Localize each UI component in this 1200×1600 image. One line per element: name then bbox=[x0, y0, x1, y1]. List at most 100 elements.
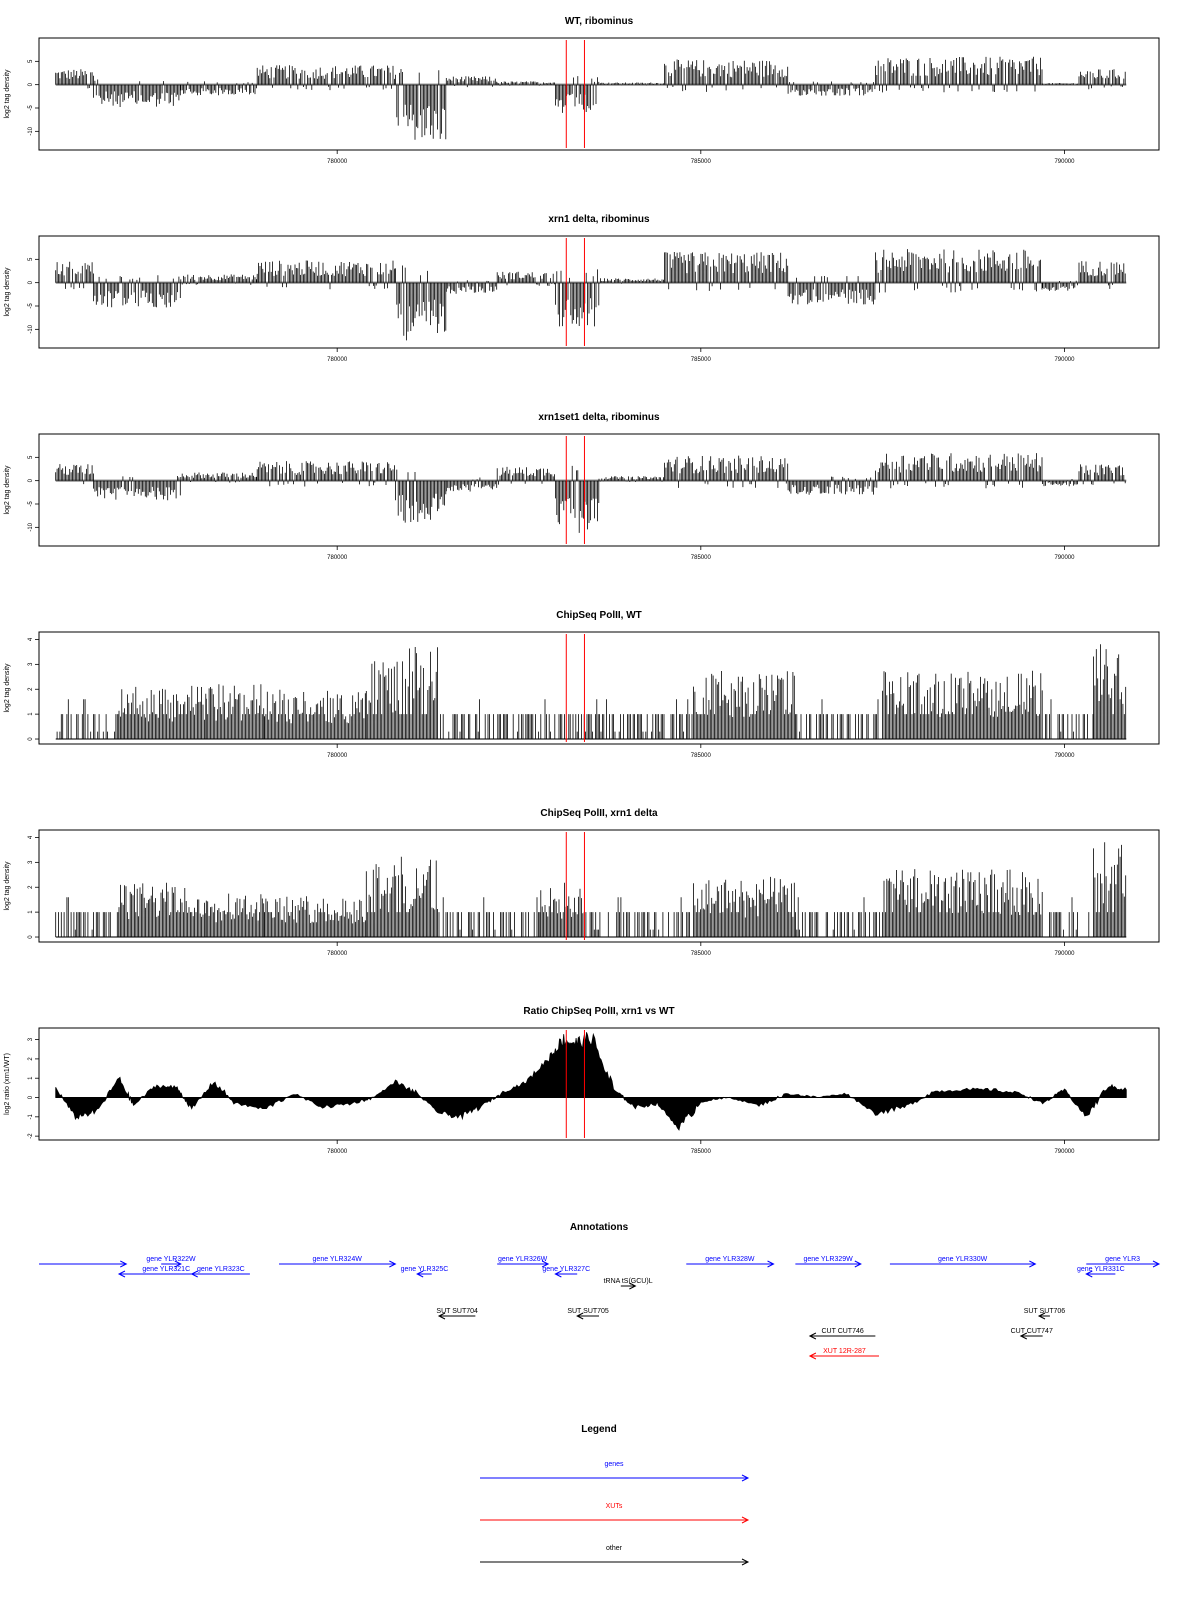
arrowhead bbox=[1019, 1332, 1028, 1340]
arrowhead bbox=[741, 1516, 750, 1524]
x-axis: 780000 785000 790000 bbox=[327, 150, 1075, 165]
annotation-feature: CUT CUT747 bbox=[1011, 1328, 1053, 1340]
x-tick-label: 785000 bbox=[691, 357, 712, 363]
arrowhead bbox=[554, 1270, 562, 1278]
y-axis-label: log2 tag density bbox=[4, 69, 11, 119]
legend-label: genes bbox=[604, 1461, 624, 1468]
y-tick-label: -2 bbox=[28, 1133, 34, 1139]
y-tick-label: -1 bbox=[28, 1114, 34, 1120]
arrowhead bbox=[741, 1474, 750, 1482]
x-tick-label: 780000 bbox=[327, 951, 348, 957]
annotation-feature: gene YLR328W bbox=[686, 1256, 775, 1268]
arrowhead bbox=[416, 1270, 424, 1278]
annotation-feature: gene YLR330W bbox=[889, 1256, 1037, 1268]
signal bbox=[55, 842, 1127, 937]
y-tick-label: 2 bbox=[28, 885, 34, 889]
plot-frame bbox=[38, 37, 1160, 151]
legend-title: Legend bbox=[581, 1424, 617, 1435]
feature-label: CUT CUT747 bbox=[1011, 1328, 1053, 1335]
y-tick-label: 4 bbox=[28, 637, 34, 641]
panel-title: xrn1 delta, ribominus bbox=[548, 214, 650, 225]
x-axis: 780000 785000 790000 bbox=[327, 348, 1075, 363]
annotation-feature: gene YLR324W bbox=[279, 1256, 397, 1268]
x-tick-label: 780000 bbox=[327, 357, 348, 363]
signal-bars bbox=[55, 56, 1126, 140]
x-tick-label: 780000 bbox=[327, 1149, 348, 1155]
y-tick-label: 0 bbox=[28, 1095, 34, 1099]
panel-title: ChipSeq PolII, xrn1 delta bbox=[540, 808, 658, 819]
signal bbox=[55, 453, 1126, 533]
panel-title: Ratio ChipSeq PolII, xrn1 vs WT bbox=[523, 1006, 674, 1017]
feature-label: gene YLR3 bbox=[1105, 1256, 1140, 1263]
y-axis: 0 1 2 3 4 bbox=[28, 637, 39, 741]
x-tick-label: 780000 bbox=[327, 555, 348, 561]
panel-2: xrn1 delta, ribominus -10 -5 0 5 log2 tag den… bbox=[4, 214, 1160, 363]
y-tick-label: -10 bbox=[28, 324, 34, 333]
x-tick-label: 790000 bbox=[1054, 753, 1075, 759]
feature-label: CUT CUT746 bbox=[821, 1328, 863, 1335]
x-tick-label: 790000 bbox=[1054, 951, 1075, 957]
x-tick-label: 785000 bbox=[691, 555, 712, 561]
signal-bars bbox=[55, 842, 1127, 937]
x-tick-label: 785000 bbox=[691, 951, 712, 957]
legend-item: genes bbox=[480, 1461, 750, 1482]
panel-title: xrn1set1 delta, ribominus bbox=[538, 412, 660, 423]
signal bbox=[55, 56, 1126, 140]
annotation-feature: gene YLR326W bbox=[497, 1256, 550, 1268]
feature-label: gene YLR331C bbox=[1077, 1266, 1125, 1273]
x-tick-label: 785000 bbox=[691, 753, 712, 759]
x-tick-label: 790000 bbox=[1054, 555, 1075, 561]
panel-6: Ratio ChipSeq PolII, xrn1 vs WT -2 -1 0 1 2 3 l… bbox=[4, 1006, 1160, 1155]
arrowhead bbox=[437, 1312, 446, 1320]
x-tick-label: 780000 bbox=[327, 159, 348, 165]
plot-frame bbox=[38, 433, 1160, 547]
legend-item: XUTs bbox=[480, 1503, 750, 1524]
annotations-title: Annotations bbox=[570, 1222, 629, 1233]
arrowhead bbox=[174, 1260, 182, 1268]
arrowhead bbox=[541, 1260, 550, 1268]
y-tick-label: 0 bbox=[28, 737, 34, 741]
y-axis: 0 1 2 3 4 bbox=[28, 835, 39, 939]
legend-item: other bbox=[480, 1545, 750, 1566]
panel-3: xrn1set1 delta, ribominus -10 -5 0 5 log2 tag… bbox=[4, 412, 1160, 561]
y-axis: -10 -5 0 5 bbox=[28, 257, 39, 334]
y-axis: -10 -5 0 5 bbox=[28, 455, 39, 532]
signal-bars bbox=[55, 453, 1126, 533]
arrowhead bbox=[741, 1558, 750, 1566]
arrowhead bbox=[190, 1270, 198, 1278]
annotations-panel: Annotations gene YLR322W gene YLR321C gene … bbox=[39, 1222, 1161, 1360]
y-tick-label: 1 bbox=[28, 712, 34, 716]
feature-label: gene YLR330W bbox=[938, 1256, 988, 1263]
y-tick-label: -10 bbox=[28, 522, 34, 531]
x-axis: 780000 785000 790000 bbox=[327, 546, 1075, 561]
annotation-feature: tRNA tS(GCU)L bbox=[604, 1278, 653, 1290]
annotation-feature bbox=[39, 1260, 128, 1268]
signal-bars bbox=[56, 644, 1127, 739]
arrowhead bbox=[808, 1352, 817, 1360]
panel-1: WT, ribominus -10 -5 0 5 log2 tag density 7800… bbox=[4, 16, 1160, 165]
y-axis: -2 -1 0 1 2 3 bbox=[28, 1037, 39, 1139]
x-axis: 780000 785000 790000 bbox=[327, 942, 1075, 957]
annotation-feature: gene YLR325C bbox=[401, 1266, 448, 1278]
legend: Legend genes XUTs other bbox=[480, 1424, 750, 1566]
signal bbox=[56, 644, 1127, 739]
y-axis-label: log2 ratio (xrn1/WT) bbox=[4, 1053, 11, 1115]
feature-label: gene YLR329W bbox=[803, 1256, 853, 1263]
annotation-feature: gene YLR322W bbox=[146, 1256, 196, 1268]
y-tick-label: 2 bbox=[28, 1057, 34, 1061]
arrowhead bbox=[576, 1312, 584, 1320]
feature-label: gene YLR327C bbox=[542, 1266, 590, 1273]
y-axis-label: log2 tag density bbox=[4, 663, 11, 713]
plot-frame bbox=[38, 235, 1160, 349]
annotation-feature: SUT SUT706 bbox=[1024, 1308, 1065, 1320]
plot-frame bbox=[38, 631, 1160, 745]
annotation-feature: gene YLR329W bbox=[795, 1256, 862, 1268]
arrowhead bbox=[854, 1260, 862, 1268]
y-axis-label: log2 tag density bbox=[4, 465, 11, 515]
feature-label: gene YLR324W bbox=[313, 1256, 363, 1263]
y-tick-label: -5 bbox=[28, 303, 34, 309]
feature-label: gene YLR322W bbox=[146, 1256, 196, 1263]
y-axis-label: log2 tag density bbox=[4, 267, 11, 317]
feature-label: tRNA tS(GCU)L bbox=[604, 1278, 653, 1285]
